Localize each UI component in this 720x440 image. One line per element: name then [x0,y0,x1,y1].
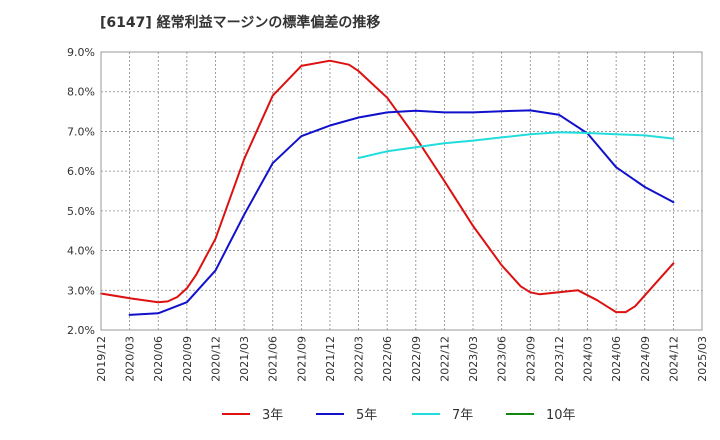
x-tick-label: 2019/12 [95,336,108,382]
y-tick-label: 7.0% [67,125,95,138]
legend-item-1: 3年 [222,408,283,423]
x-tick-label: 2024/03 [582,336,595,382]
grid [100,51,703,331]
x-axis-ticks: 2019/12 2020/03 2020/06 2020/09 2020/12 2021/… [95,336,709,382]
x-tick-label: 2020/06 [152,336,165,382]
x-tick-label: 2023/03 [467,336,480,382]
x-tick-label: 2024/12 [667,336,680,382]
y-axis-ticks: 2.0% 3.0% 4.0% 5.0% 6.0% 7.0% 8.0% 9.0% [67,46,95,337]
x-tick-label: 2021/03 [238,336,251,382]
y-tick-label: 4.0% [67,245,95,258]
y-tick-label: 3.0% [67,284,95,297]
series-line-1 [100,59,675,314]
x-tick-label: 2020/03 [124,336,137,382]
x-tick-label: 2021/09 [295,336,308,382]
x-tick-label: 2022/12 [438,336,451,382]
legend: 3年 5年 7年 10年 [222,408,576,423]
series-line-3 [357,131,675,159]
legend-item-4: 10年 [506,408,576,423]
plot-area [100,51,703,331]
x-tick-label: 2022/03 [353,336,366,382]
y-tick-label: 2.0% [67,324,95,337]
series-line-2 [128,109,675,316]
y-tick-label: 9.0% [67,46,95,59]
x-tick-label: 2024/06 [610,336,623,382]
legend-label: 3年 [262,408,283,423]
y-tick-label: 5.0% [67,205,95,218]
x-tick-label: 2025/03 [696,336,709,382]
x-tick-label: 2023/09 [524,336,537,382]
legend-label: 7年 [452,408,473,423]
x-tick-label: 2020/09 [181,336,194,382]
x-tick-label: 2021/12 [324,336,337,382]
x-tick-label: 2023/12 [553,336,566,382]
legend-item-2: 5年 [316,408,377,423]
series-lines [100,59,675,316]
x-tick-label: 2020/12 [209,336,222,382]
legend-label: 5年 [356,408,377,423]
legend-label: 10年 [546,408,576,423]
y-tick-label: 8.0% [67,86,95,99]
y-tick-label: 6.0% [67,165,95,178]
legend-item-3: 7年 [412,408,473,423]
x-tick-label: 2021/06 [267,336,280,382]
chart-title: [6147] 経常利益マージンの標準偏差の推移 [100,15,381,31]
x-tick-label: 2022/09 [410,336,423,382]
x-tick-label: 2023/06 [496,336,509,382]
x-tick-label: 2024/09 [639,336,652,382]
x-tick-label: 2022/06 [381,336,394,382]
